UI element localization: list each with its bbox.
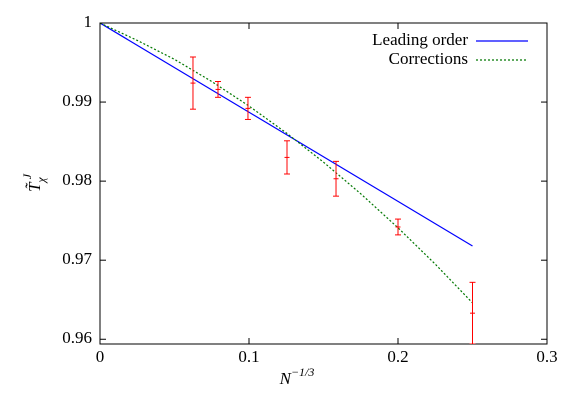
x-tick-label: 0 <box>96 347 105 366</box>
y-axis-label: T̃χJ <box>20 173 48 192</box>
error-point <box>395 218 401 236</box>
y-tick-label: 0.96 <box>62 328 92 347</box>
series-line <box>100 23 473 304</box>
x-label-base: N <box>279 369 293 388</box>
x-tick-label: 0.2 <box>387 347 408 366</box>
error-point <box>189 56 196 110</box>
plot-area <box>100 23 476 344</box>
y-tick-label: 0.98 <box>62 170 92 189</box>
error-point <box>244 96 251 120</box>
y-tick-label: 0.97 <box>62 249 92 268</box>
x-tick-label: 0.3 <box>536 347 557 366</box>
plot-frame <box>99 22 548 345</box>
legend-label: Corrections <box>389 49 468 68</box>
series-line <box>100 23 473 247</box>
y-tick-label: 0.99 <box>62 91 92 110</box>
y-tick-label: 1 <box>84 12 93 31</box>
y-label-sub: χ <box>34 177 48 184</box>
y-label-base: T̃ <box>25 181 44 192</box>
x-label-sup: −1/3 <box>291 365 314 379</box>
legend-label: Leading order <box>372 30 468 49</box>
x-tick-label: 0.1 <box>238 347 259 366</box>
y-label-sup: J <box>20 173 34 179</box>
error-point <box>469 281 476 344</box>
error-point <box>215 81 222 98</box>
x-axis-label: N−1/3 <box>279 365 315 388</box>
error-point <box>333 160 340 197</box>
error-point <box>283 140 290 175</box>
